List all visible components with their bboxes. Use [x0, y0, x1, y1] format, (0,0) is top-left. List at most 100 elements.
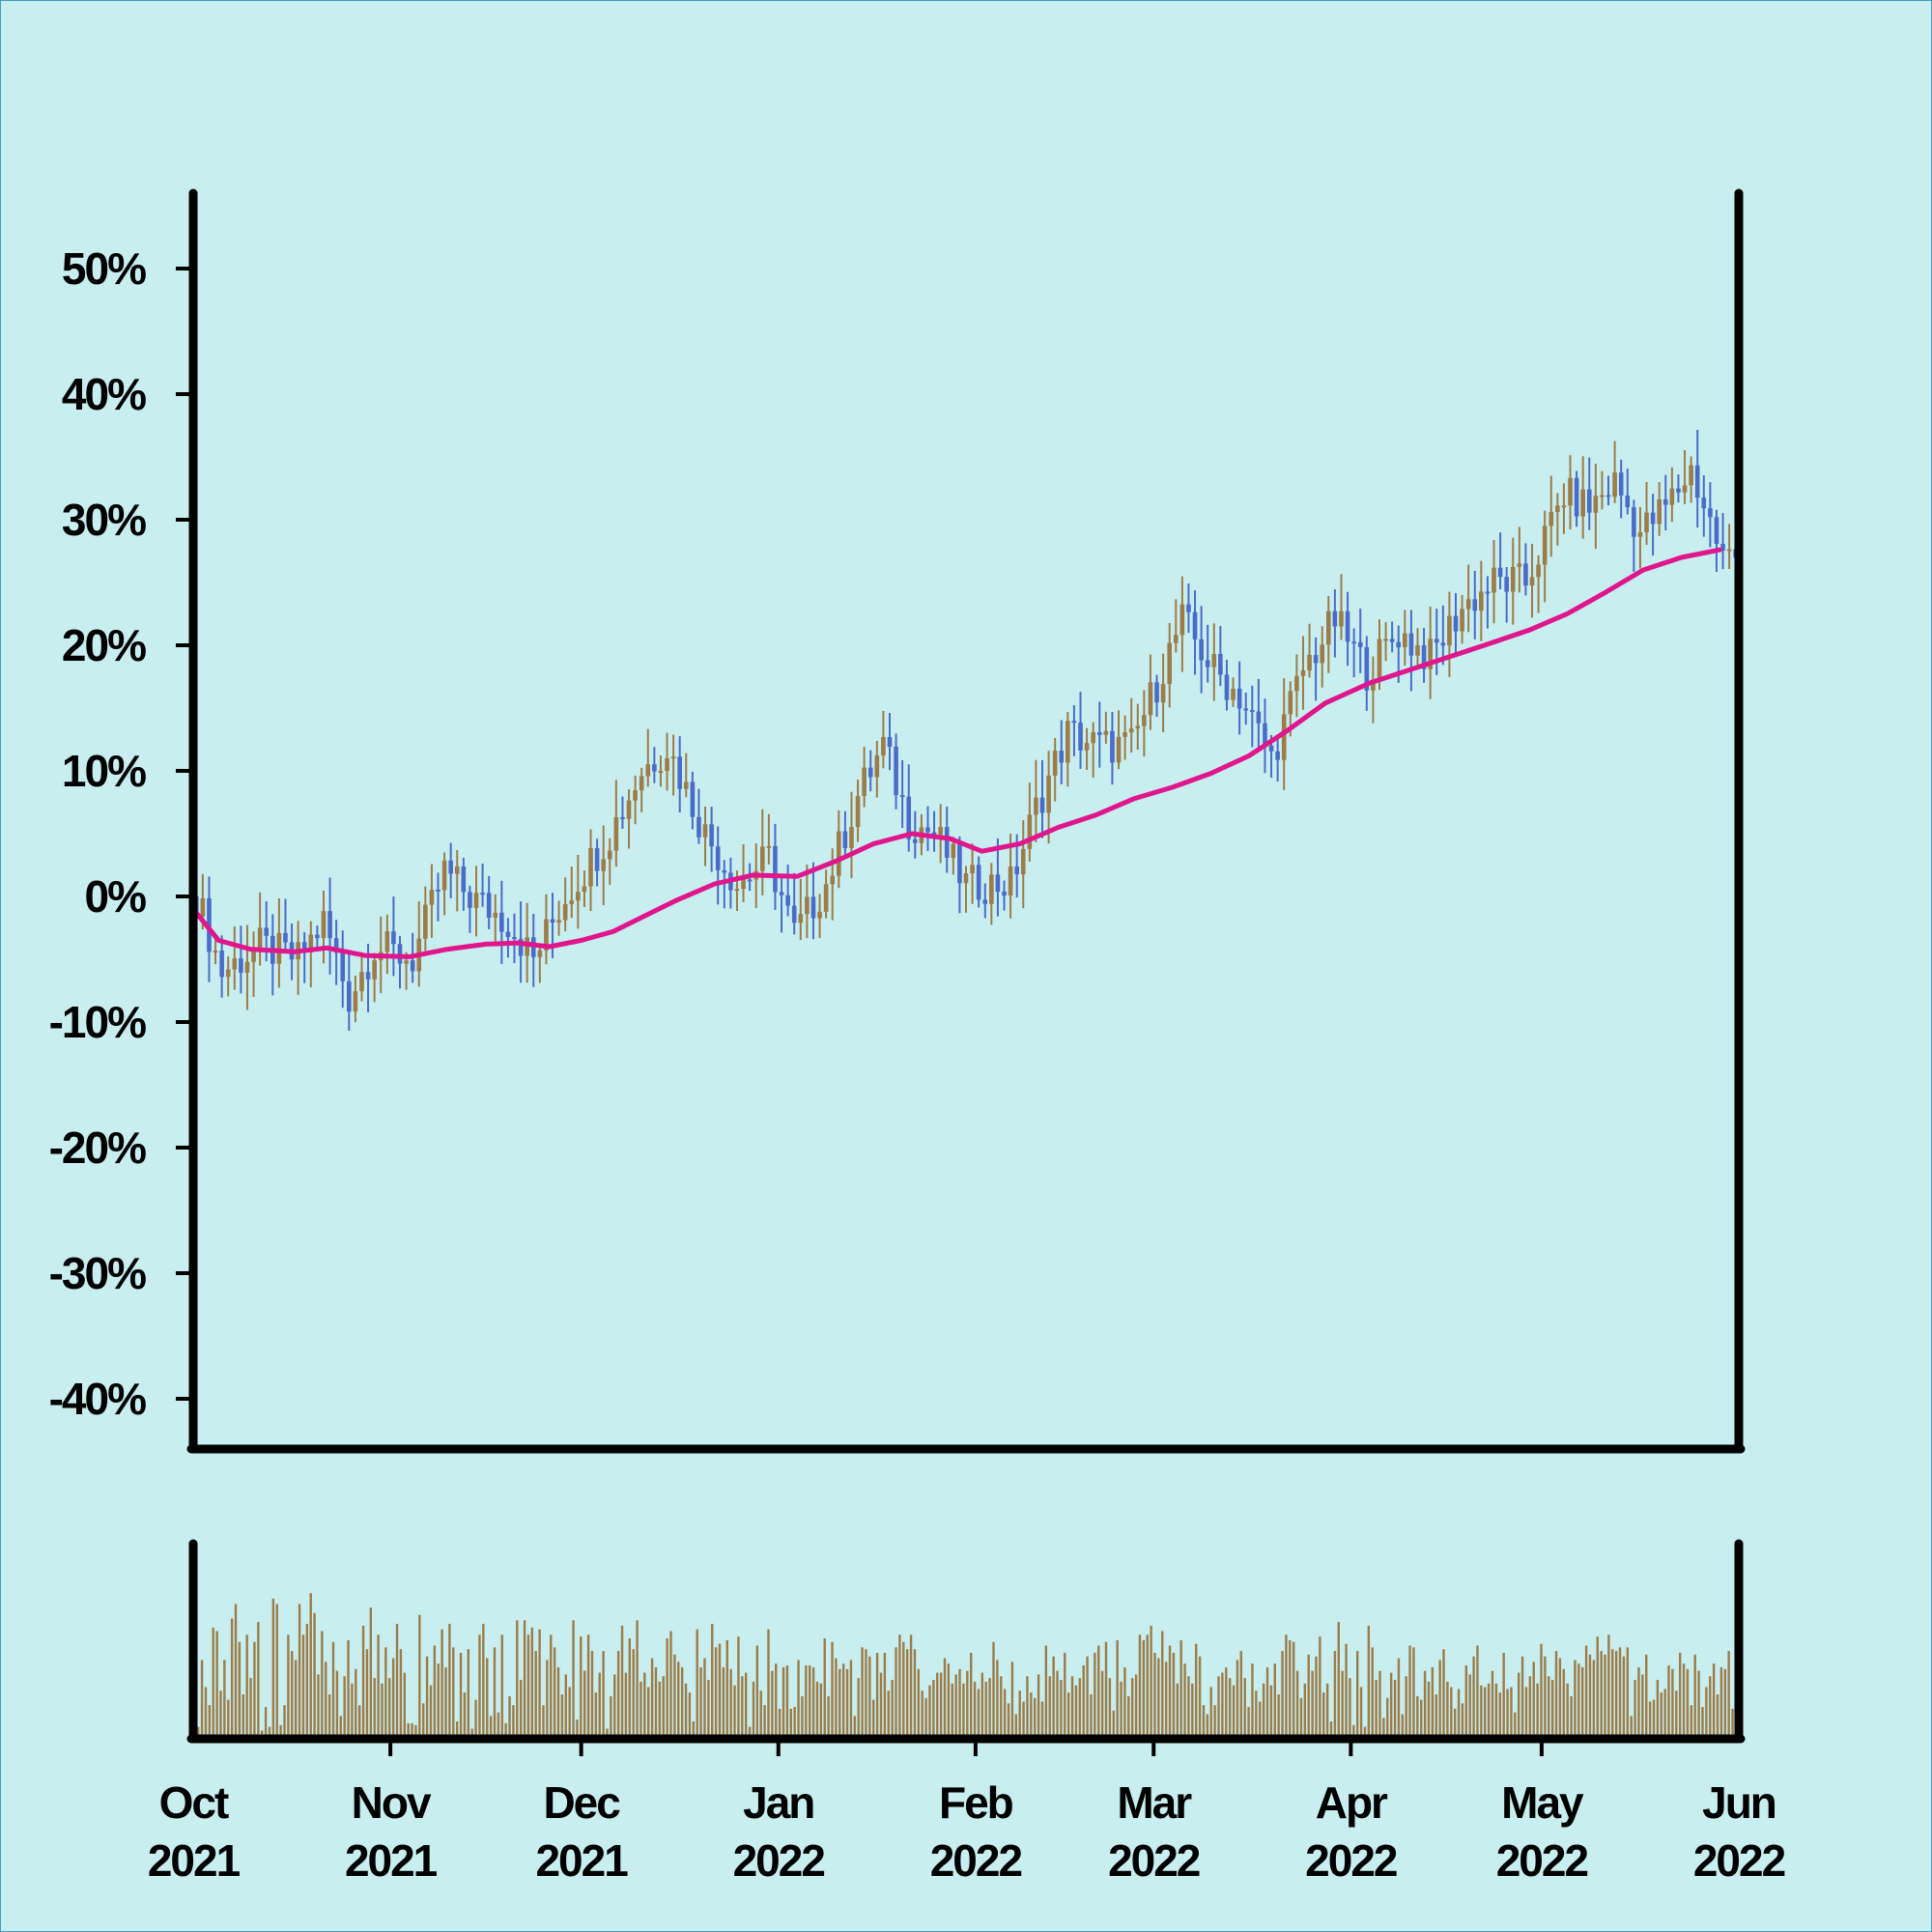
candle-body — [881, 736, 886, 755]
candle — [779, 878, 784, 933]
candle — [301, 931, 307, 983]
volume-bar — [962, 1683, 965, 1736]
candle-body — [989, 874, 994, 904]
volume-bar — [1352, 1724, 1355, 1736]
volume-bar — [598, 1672, 601, 1736]
candle — [1555, 493, 1560, 546]
volume-bar — [1262, 1683, 1265, 1736]
candle-body — [423, 904, 428, 939]
volume-bar — [1502, 1652, 1505, 1736]
volume-bar — [1209, 1687, 1212, 1736]
volume-bar — [553, 1647, 556, 1736]
volume-bar — [305, 1624, 309, 1736]
volume-bar — [534, 1651, 537, 1736]
candle-body — [1160, 684, 1166, 703]
volume-bar — [1078, 1678, 1082, 1736]
candle — [1403, 610, 1407, 667]
volume-bar — [785, 1665, 789, 1736]
candle-body — [372, 960, 377, 980]
volume-bar — [973, 1681, 977, 1736]
candle — [690, 771, 696, 830]
volume-bar — [208, 1705, 212, 1736]
candle-body — [384, 931, 390, 952]
volume-bar — [215, 1631, 218, 1736]
candle — [1497, 532, 1503, 589]
x-tick-month-label: Nov — [352, 1777, 432, 1828]
volume-bar — [1315, 1656, 1318, 1736]
volume-bar — [1112, 1710, 1115, 1736]
candle-body — [1440, 642, 1446, 646]
candle — [1020, 820, 1026, 909]
volume-bar — [1592, 1660, 1596, 1736]
candle — [1313, 637, 1319, 701]
volume-bar — [391, 1658, 395, 1736]
candle — [308, 921, 314, 988]
y-tick-label: -10% — [49, 997, 146, 1047]
volume-bar — [1472, 1656, 1475, 1736]
candle — [1173, 599, 1179, 653]
candle-body — [849, 827, 854, 848]
volume-bar — [530, 1627, 534, 1736]
volume-bar — [1630, 1716, 1633, 1736]
volume-bar — [1022, 1701, 1025, 1736]
candle — [347, 951, 352, 1032]
candle-body — [1332, 611, 1338, 627]
candle-body — [1345, 611, 1350, 642]
volume-bar — [921, 1690, 923, 1736]
candle — [391, 896, 396, 977]
volume-bar — [339, 1716, 342, 1736]
volume-bar — [343, 1676, 346, 1736]
candle-body — [1313, 655, 1319, 664]
volume-bar — [684, 1683, 688, 1736]
volume-bar — [1577, 1663, 1580, 1736]
candle-body — [213, 951, 218, 953]
volume-bar — [966, 1670, 969, 1736]
volume-bar — [1611, 1649, 1614, 1736]
candle-body — [473, 893, 479, 908]
candle — [931, 810, 937, 852]
candle-body — [645, 764, 651, 777]
candle — [1517, 526, 1522, 593]
candle-body — [1408, 633, 1414, 656]
candle — [601, 825, 606, 905]
candle — [862, 747, 867, 808]
candle — [1637, 506, 1643, 569]
volume-bar — [1558, 1658, 1562, 1736]
volume-bar — [1637, 1666, 1640, 1736]
candle-body — [823, 884, 829, 912]
candle — [1034, 759, 1038, 842]
volume-bar — [493, 1647, 497, 1736]
volume-bar — [936, 1672, 939, 1736]
volume-bar — [1251, 1663, 1254, 1736]
volume-bar — [219, 1690, 222, 1736]
candle-body — [957, 843, 962, 884]
candle — [1364, 636, 1370, 711]
volume-bar — [478, 1634, 481, 1736]
candle-body — [257, 927, 263, 950]
volume-bar — [1622, 1656, 1626, 1736]
volume-bar — [951, 1683, 953, 1736]
volume-bar — [321, 1631, 324, 1736]
volume-bar — [365, 1649, 369, 1736]
candle-body — [944, 827, 950, 858]
candle — [219, 935, 224, 998]
candle-body — [970, 865, 975, 874]
candle — [1218, 625, 1223, 687]
candle — [441, 852, 447, 916]
volume-bar — [1693, 1654, 1696, 1736]
candle — [359, 952, 364, 1002]
volume-bar — [771, 1670, 774, 1736]
x-tick-month-label: Oct — [159, 1777, 229, 1828]
candle — [384, 914, 390, 975]
volume-bar — [1461, 1703, 1464, 1736]
candle-body — [1199, 639, 1204, 661]
candle-body — [620, 816, 625, 819]
candle-body — [1065, 721, 1070, 763]
volume-bar — [643, 1672, 646, 1736]
candle-body — [1002, 892, 1007, 896]
volume-bar — [1645, 1654, 1648, 1736]
volume-bar — [1588, 1654, 1592, 1736]
volume-bar — [1660, 1692, 1662, 1736]
volume-bar — [1367, 1625, 1371, 1736]
candle-body — [1561, 505, 1567, 508]
